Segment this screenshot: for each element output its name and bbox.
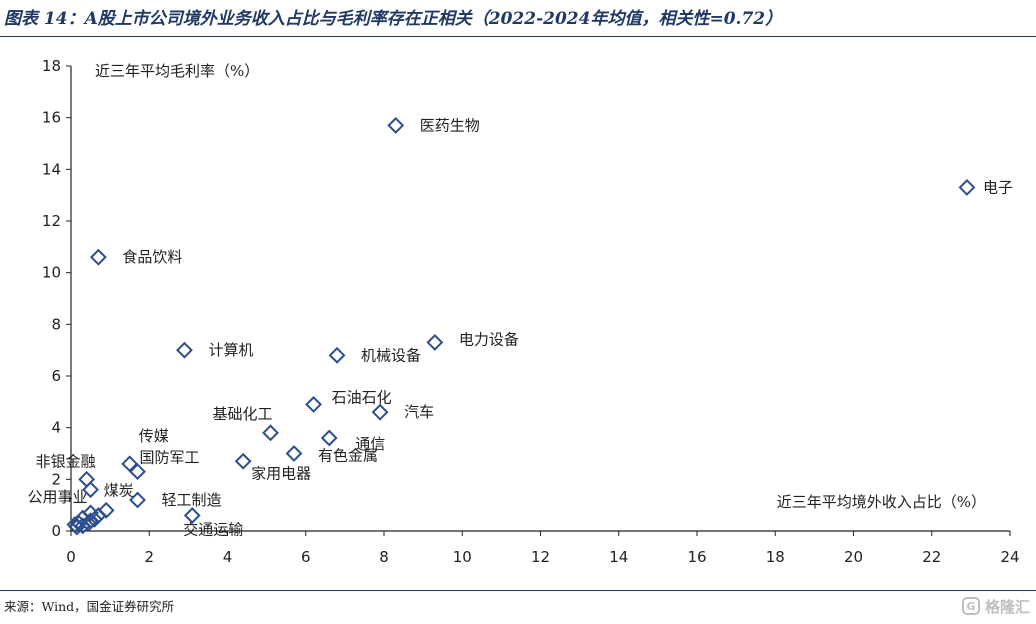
point-label: 通信 — [355, 435, 385, 453]
scatter-point — [426, 334, 444, 351]
x-tick-label: 4 — [223, 548, 233, 566]
scatter-point — [80, 514, 98, 532]
point-label: 传媒 — [139, 427, 169, 445]
point-label: 汽车 — [404, 403, 434, 421]
point-label: 电子 — [983, 178, 1013, 196]
logo-text: 格隆汇 — [984, 597, 1030, 616]
scatter-point — [328, 346, 346, 364]
y-tick-label: 0 — [51, 522, 61, 540]
scatter-point — [129, 491, 146, 509]
y-axis-label: 近三年平均毛利率（%） — [95, 62, 259, 80]
x-tick-label: 0 — [66, 548, 76, 566]
x-tick-label: 8 — [379, 548, 389, 566]
data-points — [66, 117, 976, 536]
x-tick-label: 20 — [844, 548, 863, 566]
point-label: 计算机 — [208, 341, 253, 359]
logo-icon: G — [961, 597, 980, 615]
y-tick-label: 8 — [51, 315, 61, 333]
scatter-point — [958, 179, 976, 196]
y-tick-label: 2 — [51, 470, 61, 488]
scatter-point — [183, 507, 201, 524]
y-tick-label: 18 — [42, 57, 61, 75]
point-label: 非银金融 — [36, 452, 96, 470]
point-label: 电力设备 — [459, 330, 519, 348]
scatter-point — [129, 463, 146, 480]
scatter-point — [66, 516, 84, 533]
source-note: 来源：Wind，国金证券研究所 — [4, 599, 175, 614]
x-tick-label: 10 — [453, 548, 472, 566]
x-tick-label: 16 — [687, 548, 706, 566]
title-underline — [0, 36, 1036, 37]
point-label: 轻工制造 — [162, 491, 222, 509]
point-label: 公用事业 — [28, 488, 88, 506]
point-label: 机械设备 — [361, 346, 421, 364]
x-tick-label: 22 — [922, 548, 941, 566]
scatter-point — [305, 396, 322, 413]
y-tick-label: 4 — [51, 419, 61, 437]
x-axis-label: 近三年平均境外收入占比（%） — [777, 493, 986, 511]
x-tick-label: 2 — [144, 548, 154, 566]
scatter-point — [234, 452, 252, 470]
watermark-logo: G 格隆汇 — [961, 594, 1030, 618]
y-tick-label: 12 — [42, 212, 61, 230]
y-tick-label: 16 — [42, 109, 61, 127]
y-tick-label: 6 — [51, 367, 61, 385]
scatter-point — [121, 455, 139, 473]
scatter-point — [89, 248, 107, 266]
scatter-point — [176, 341, 193, 359]
scatter-point — [97, 501, 115, 519]
scatter-point — [86, 510, 103, 528]
scatter-point — [320, 429, 338, 447]
x-tick-label: 6 — [301, 548, 311, 566]
point-label: 国防军工 — [140, 449, 200, 467]
chart-title: 图表 14：A股上市公司境外业务收入占比与毛利率存在正相关（2022-2024年… — [4, 9, 783, 29]
x-tick-label: 14 — [609, 548, 628, 566]
x-tick-label: 24 — [1000, 548, 1019, 566]
point-label: 基础化工 — [213, 405, 273, 423]
footer-rule — [0, 590, 1036, 591]
scatter-point — [262, 424, 279, 442]
scatter-point — [285, 445, 303, 462]
point-label: 石油石化 — [332, 388, 392, 406]
y-tick-label: 10 — [42, 264, 61, 282]
point-label: 食品饮料 — [122, 248, 182, 266]
scatter-point — [387, 117, 405, 134]
scatter-point — [82, 481, 99, 499]
x-tick-label: 12 — [531, 548, 550, 566]
point-label: 家用电器 — [251, 464, 311, 482]
scatter-point — [74, 517, 92, 535]
y-tick-label: 14 — [42, 160, 61, 178]
point-label: 有色金属 — [318, 447, 378, 465]
point-label: 煤炭 — [104, 482, 134, 500]
point-label: 医药生物 — [420, 116, 480, 134]
x-tick-label: 18 — [766, 548, 785, 566]
scatter-point — [371, 403, 389, 421]
point-label: 交通运输 — [183, 521, 243, 539]
